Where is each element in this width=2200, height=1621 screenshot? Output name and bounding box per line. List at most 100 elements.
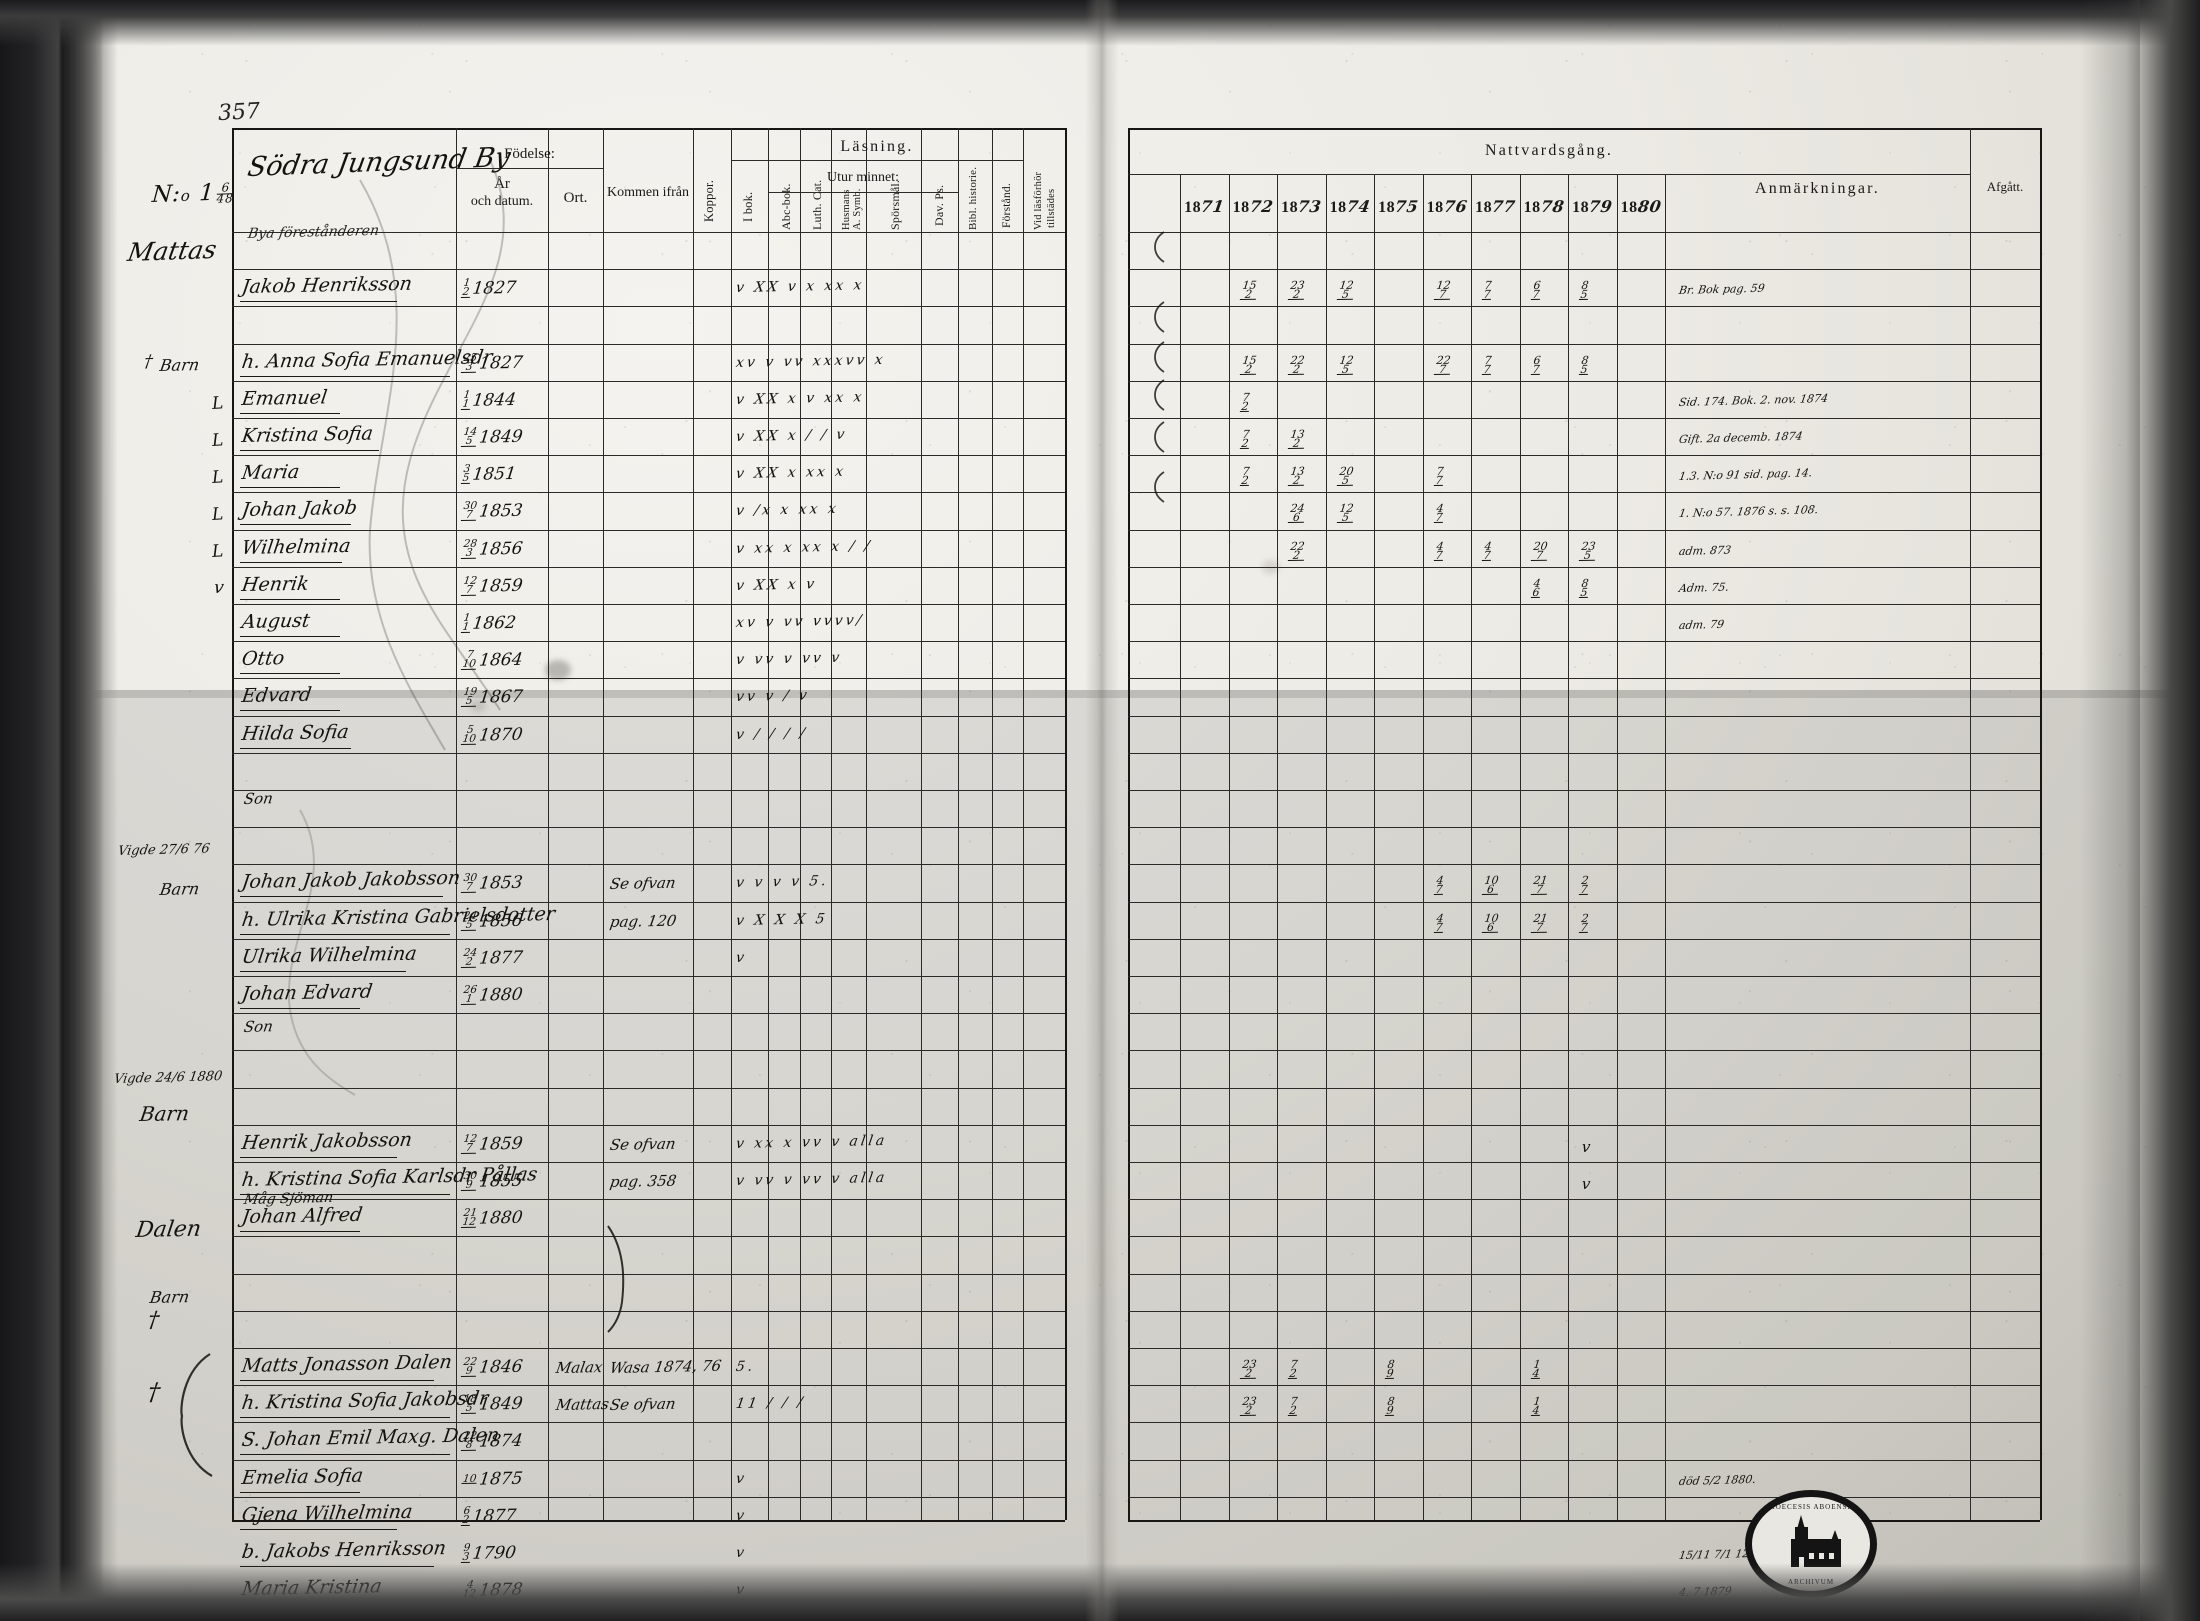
reading-marks: v XX x v xx x — [734, 389, 866, 408]
reading-marks: v /x x xx x — [734, 501, 841, 520]
birth-place: Mattas — [554, 1395, 611, 1415]
member-name: Johan Alfred — [240, 1203, 364, 1229]
row-line — [1128, 1050, 2040, 1052]
communion-year-label: 1879 — [1572, 197, 1614, 216]
communion-date: 23 2 — [1239, 1394, 1258, 1417]
moved-from: Se ofvan — [608, 1134, 677, 1154]
header-afgatt: Afgått. — [1986, 179, 2024, 194]
row-line — [1128, 1087, 2040, 1089]
bracket-mark — [180, 1353, 213, 1477]
header-luth-cat: Luth. Cat. — [810, 179, 824, 230]
row-line — [232, 1050, 1065, 1052]
name-underline — [240, 1417, 450, 1419]
communion-date: 10 6 — [1481, 874, 1501, 896]
remark-text: adm. 79 — [1678, 617, 1725, 633]
row-line — [1128, 232, 2040, 233]
row-line — [232, 269, 1065, 271]
row-line — [232, 566, 1065, 568]
relation-barn: Barn — [158, 355, 201, 376]
relation-barn: Barn — [138, 1101, 191, 1127]
row-line — [1128, 1013, 2040, 1015]
birth-date: 30 7 1853 — [460, 872, 524, 894]
scanner-edge-bottom — [0, 1563, 2200, 1621]
member-name: Johan Jakob — [240, 497, 359, 522]
marriage-note-2: Vigde 27/6 76 — [116, 841, 211, 860]
name-underline — [240, 487, 340, 489]
header-utur-minnet: Utur minnet: — [827, 170, 899, 185]
row-line — [1128, 641, 2040, 643]
birth-date: 1 11844 — [460, 388, 518, 411]
communion-date: 23 2 — [1287, 278, 1307, 301]
name-underline — [240, 412, 340, 414]
name-underline — [240, 1380, 434, 1381]
moved-from: Wasa 1874, 76 — [608, 1356, 723, 1378]
column-divider — [831, 128, 832, 1520]
birth-date: 6 21877 — [460, 1504, 518, 1527]
row-line — [1128, 1162, 2040, 1163]
column-divider — [768, 128, 769, 1520]
table-bottom-border-right — [1128, 1520, 2040, 1522]
row-line — [232, 529, 1065, 531]
communion-year-label: 1878 — [1523, 197, 1566, 216]
bracket-mark — [607, 1225, 625, 1333]
row-line — [1128, 1348, 2040, 1349]
row-line — [232, 641, 1065, 643]
name-underline — [240, 933, 450, 935]
row-line — [232, 901, 1065, 903]
remark-text: 15/11 7/1 12. — [1678, 1546, 1754, 1563]
reading-marks: v v v v 5. — [734, 873, 831, 892]
reading-marks: v XX x / / v — [734, 426, 849, 446]
reading-marks: v XX x xx x — [734, 463, 848, 483]
name-underline — [240, 747, 352, 749]
header-birth-year: År — [494, 176, 510, 192]
birth-date: 22 8 1874 — [460, 1430, 524, 1452]
row-line — [1128, 827, 2040, 829]
communion-year-divider — [1374, 174, 1375, 1520]
row-line — [1128, 1236, 2040, 1238]
birth-date: 1 21827 — [460, 277, 518, 299]
moved-from: pag. 120 — [608, 911, 678, 931]
birth-date: 101875 — [461, 1467, 524, 1489]
header-forstand: Förstånd. — [1001, 183, 1013, 228]
ink-smudge — [470, 700, 486, 712]
communion-date: 20 7 — [1530, 539, 1549, 562]
communion-date: 20 5 — [1336, 464, 1355, 487]
row-line — [1128, 864, 2040, 866]
row-line — [1128, 1496, 2040, 1498]
header-tillstades: tillstädes — [1046, 188, 1057, 228]
member-name: Otto — [240, 647, 286, 671]
header-husmans: Husmans — [841, 189, 852, 230]
row-line — [232, 1310, 1065, 1312]
communion-year-divider — [1277, 174, 1278, 1520]
name-heading-split — [232, 232, 456, 233]
table-top-border-left — [232, 128, 1065, 130]
column-divider — [548, 128, 549, 1520]
ink-smudge — [1262, 560, 1280, 574]
farm-label-mattas: Mattas — [125, 234, 219, 268]
name-underline — [240, 1194, 450, 1195]
row-line — [232, 380, 1065, 382]
birth-date: 28 3 1856 — [460, 537, 524, 559]
birth-date: 1 11862 — [460, 611, 518, 634]
communion-date: 12 7 — [1433, 278, 1452, 301]
birth-date: 24 5 1856 — [460, 909, 524, 931]
row-line — [1128, 752, 2040, 754]
reading-marks: xv v vv xxxvv x — [734, 351, 887, 371]
communion-date: 23 5 — [1578, 539, 1598, 562]
book-gutter — [1085, 0, 1119, 1621]
row-line — [232, 1422, 1065, 1424]
row-line — [1128, 529, 2040, 531]
row-line — [1128, 1459, 2040, 1461]
row-line — [1128, 492, 2040, 494]
column-divider — [958, 128, 959, 1520]
name-underline — [240, 598, 340, 600]
column-divider — [992, 128, 993, 1520]
row-line — [1128, 790, 2040, 791]
communion-year-divider — [1325, 174, 1327, 1520]
row-line — [232, 604, 1065, 605]
